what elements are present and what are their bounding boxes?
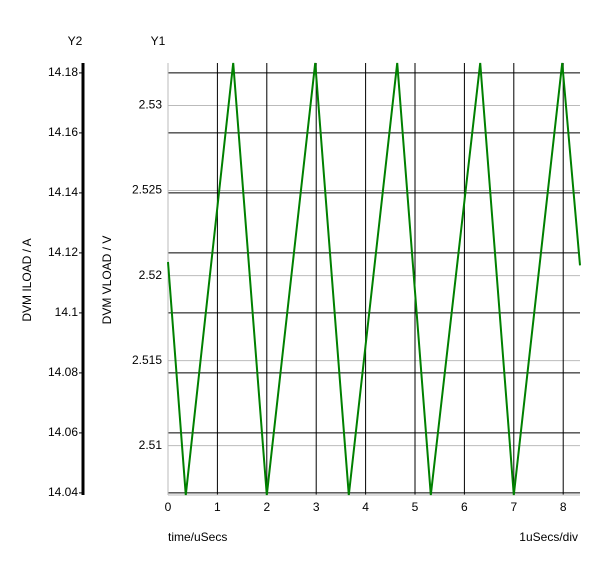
x-tick-label: 1 bbox=[214, 500, 221, 514]
y-tick-label: 2.53 bbox=[139, 98, 163, 112]
x-tick-label: 0 bbox=[165, 500, 172, 514]
y-tick-label: 2.515 bbox=[132, 353, 162, 367]
x-tick-label: 8 bbox=[560, 500, 567, 514]
y-tick-label: 2.51 bbox=[139, 438, 163, 452]
y1-axis-name: Y1 bbox=[151, 34, 166, 48]
y2-tick-label: 14.1 bbox=[55, 305, 79, 319]
y-tick-label: 2.52 bbox=[139, 268, 163, 282]
x-tick-label: 4 bbox=[362, 500, 369, 514]
data-line bbox=[167, 62, 581, 496]
y-tick-label: 2.525 bbox=[132, 183, 162, 197]
x-tick-label: 7 bbox=[510, 500, 517, 514]
y2-axis-label: DVM ILOAD / A bbox=[20, 238, 34, 321]
x-tick-label: 5 bbox=[412, 500, 419, 514]
y2-axis-name: Y2 bbox=[68, 34, 83, 48]
x-axis-label: time/uSecs bbox=[168, 530, 227, 544]
y-axis-label: DVM VLOAD / V bbox=[100, 236, 114, 325]
y2-tick-label: 14.06 bbox=[48, 425, 78, 439]
x-tick-label: 2 bbox=[263, 500, 270, 514]
y2-tick-label: 14.12 bbox=[48, 245, 78, 259]
y2-tick-label: 14.18 bbox=[48, 65, 78, 79]
x-tick-label: 3 bbox=[313, 500, 320, 514]
y2-tick-label: 14.14 bbox=[48, 185, 78, 199]
y2-tick-label: 14.08 bbox=[48, 365, 78, 379]
x-tick-label: 6 bbox=[461, 500, 468, 514]
y2-tick-label: 14.04 bbox=[48, 485, 78, 499]
scale-label: 1uSecs/div bbox=[519, 530, 578, 544]
y2-tick-label: 14.16 bbox=[48, 125, 78, 139]
